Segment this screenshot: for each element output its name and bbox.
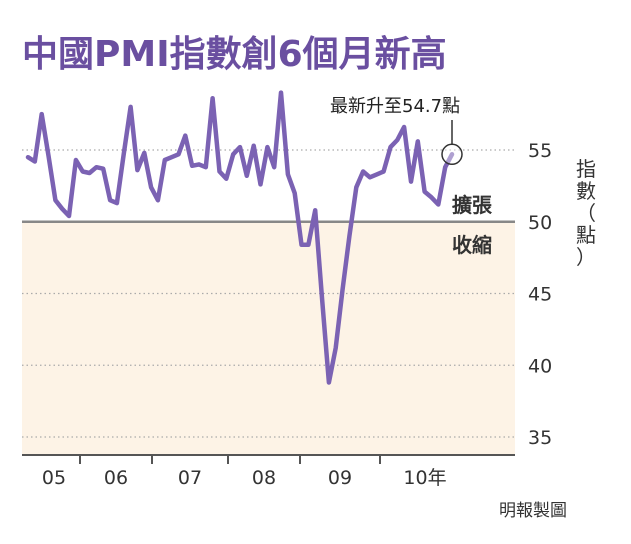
x-tick-label-06: 06 (104, 467, 128, 489)
x-tick-label-07: 07 (178, 467, 202, 489)
credit-label: 明報製圖 (499, 501, 567, 521)
x-tick-label-05: 05 (42, 467, 66, 489)
x-tick-label-10年: 10年 (403, 467, 446, 489)
y-tick-label-50: 50 (528, 212, 552, 234)
y-tick-label-45: 45 (528, 284, 552, 306)
zone-label-expansion: 擴張 (452, 193, 493, 217)
y-axis-label: 指數（點） (576, 157, 596, 269)
contraction-shade (22, 222, 515, 455)
y-axis-label-char-1: 數 (576, 179, 596, 203)
y-tick-label-35: 35 (528, 427, 552, 449)
zone-label-contraction: 收縮 (452, 233, 492, 257)
chart-title: 中國PMI指數創6個月新高 (22, 34, 447, 75)
x-axis: 05 06 07 08 09 10年 (22, 455, 515, 489)
y-tick-label-55: 55 (528, 140, 552, 162)
contraction-zone (22, 222, 515, 455)
y-tick-label-40: 40 (528, 355, 552, 377)
x-tick-label-09: 09 (328, 467, 352, 489)
x-tick-label-08: 08 (252, 467, 276, 489)
annotation-label: 最新升至54.7點 (330, 96, 460, 117)
y-axis-label-char-4: ） (576, 245, 596, 269)
annotation-circle (442, 144, 462, 164)
y-axis-label-char-2: （ (576, 201, 596, 225)
y-tick-labels: 35 40 45 50 55 (528, 140, 552, 449)
y-axis-label-char-0: 指 (576, 157, 596, 181)
latest-value-annotation: 最新升至54.7點 (330, 96, 462, 164)
y-axis-label-char-3: 點 (576, 223, 596, 247)
